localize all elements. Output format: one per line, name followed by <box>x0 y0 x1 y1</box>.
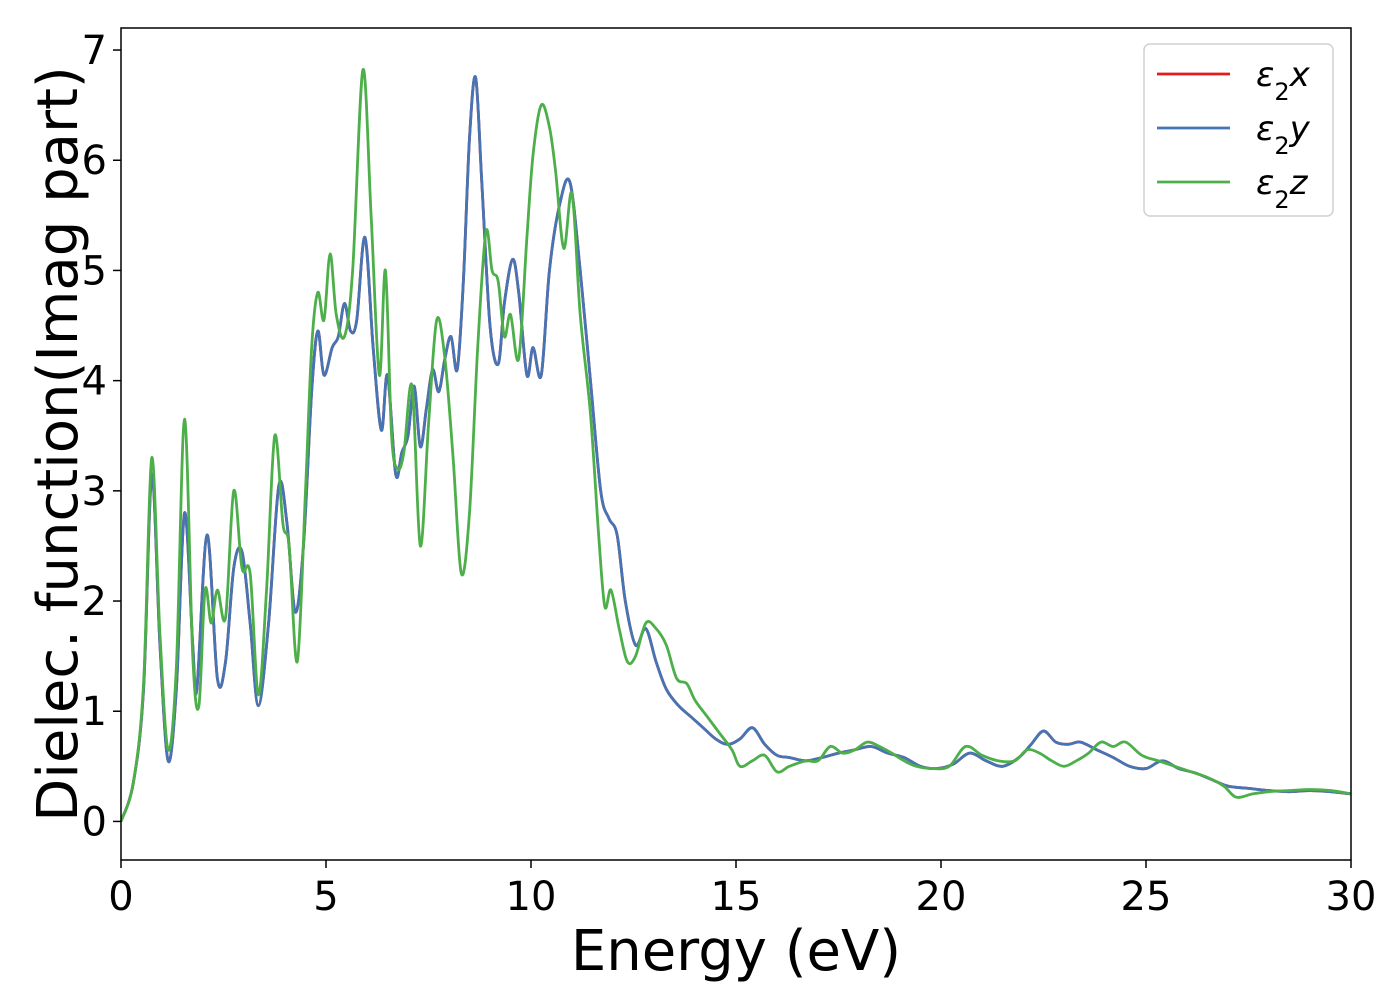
series-layer <box>121 68 1351 822</box>
y-tick-label: 3 <box>82 469 107 515</box>
x-tick-label: 30 <box>1326 874 1377 920</box>
axis-ticks: 0 5 10 15 20 25 30 0 1 2 3 4 5 6 7 <box>82 28 1377 920</box>
legend-box <box>1143 43 1334 217</box>
legend-label-z: ε2z <box>1256 163 1309 214</box>
x-tick-label: 0 <box>108 874 133 920</box>
y-axis-label: Dielec. function(Imag part) <box>26 66 91 822</box>
x-axis-label: Energy (eV) <box>571 919 901 984</box>
series-line-z <box>121 68 1351 822</box>
x-tick-label: 25 <box>1121 874 1172 920</box>
x-tick-label: 10 <box>506 874 557 920</box>
x-tick-label: 5 <box>313 874 338 920</box>
legend-label-x: ε2x <box>1256 55 1311 106</box>
y-tick-label: 5 <box>82 248 107 294</box>
y-tick-label: 1 <box>82 689 107 735</box>
y-tick-label: 2 <box>82 579 107 625</box>
series-line-y <box>121 75 1351 822</box>
x-tick-label: 20 <box>916 874 967 920</box>
y-tick-label: 6 <box>82 138 107 184</box>
y-tick-label: 7 <box>82 28 107 74</box>
y-tick-label: 0 <box>82 799 107 845</box>
x-tick-label: 15 <box>711 874 762 920</box>
legend-label-y: ε2y <box>1256 109 1311 160</box>
y-tick-label: 4 <box>82 359 107 405</box>
